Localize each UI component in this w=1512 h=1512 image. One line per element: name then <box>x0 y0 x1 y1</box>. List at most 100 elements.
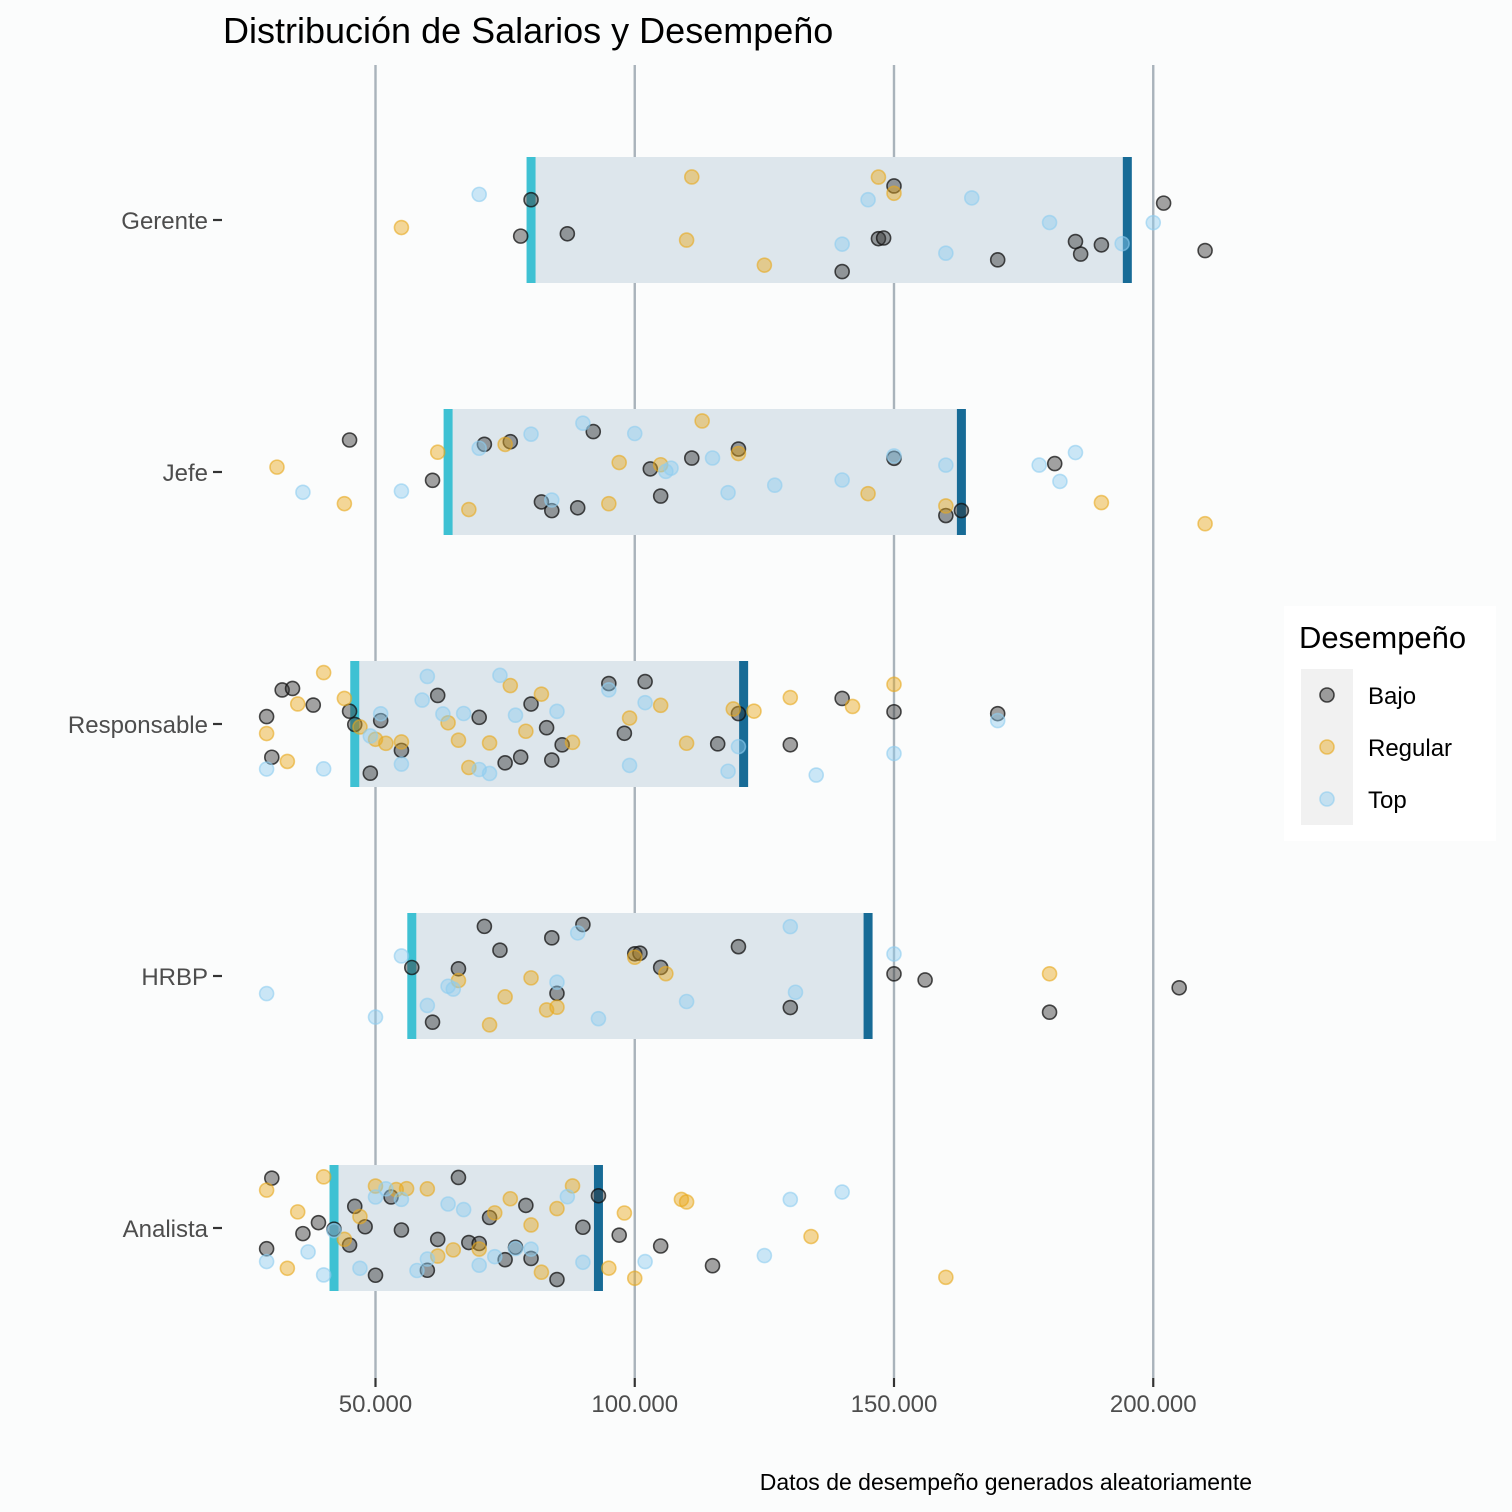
data-point-regular <box>461 501 477 518</box>
legend-key-bajo <box>1319 687 1335 703</box>
data-point-top <box>300 1244 316 1260</box>
data-point-top <box>393 948 410 964</box>
x-tick-label: 200.000 <box>1110 1391 1197 1418</box>
data-point-bajo <box>424 1014 441 1030</box>
data-point-top <box>782 1191 799 1208</box>
data-point-bajo <box>704 1257 721 1274</box>
data-point-regular <box>549 999 565 1016</box>
data-point-bajo <box>367 1267 384 1284</box>
data-point-top <box>834 472 850 488</box>
data-point-bajo <box>1072 246 1089 262</box>
data-point-bajo <box>611 1227 627 1243</box>
legend-title: Desempeño <box>1299 620 1466 655</box>
data-point-regular <box>844 698 861 715</box>
data-point-regular <box>450 732 467 748</box>
chart-caption: Datos de desempeño generados aleatoriame… <box>760 1469 1252 1495</box>
data-point-top <box>637 1253 653 1270</box>
data-point-bajo <box>497 755 513 771</box>
data-point-regular <box>486 1205 503 1221</box>
data-point-bajo <box>393 1222 410 1238</box>
data-point-bajo <box>523 191 539 208</box>
data-point-regular <box>1197 515 1213 532</box>
data-point-top <box>621 757 638 774</box>
data-point-regular <box>279 753 296 770</box>
data-point-regular <box>518 723 534 740</box>
data-point-bajo <box>616 725 633 742</box>
data-point-regular <box>315 664 332 681</box>
data-point-bajo <box>575 1219 591 1236</box>
data-point-top <box>543 492 560 508</box>
data-point-bajo <box>543 930 560 946</box>
data-point-regular <box>336 495 353 512</box>
data-point-regular <box>378 735 394 752</box>
data-point-bajo <box>886 966 902 982</box>
data-point-top <box>663 460 679 476</box>
data-point-top <box>860 191 876 208</box>
data-point-top <box>575 1254 591 1271</box>
data-point-regular <box>393 219 410 236</box>
data-point-top <box>559 1188 576 1205</box>
data-point-regular <box>258 725 275 742</box>
data-point-bajo <box>549 1271 565 1288</box>
data-point-regular <box>429 444 446 461</box>
legend-label-top: Top <box>1368 787 1407 814</box>
data-point-top <box>756 1247 773 1264</box>
data-point-top <box>455 1201 472 1218</box>
data-point-regular <box>564 734 581 751</box>
data-point-regular <box>502 1190 519 1207</box>
data-point-bajo <box>683 450 700 466</box>
salary-range-bands <box>329 157 1132 1291</box>
data-point-top <box>378 1181 394 1197</box>
x-tick-label: 50.000 <box>339 1391 412 1418</box>
data-point-top <box>704 450 721 466</box>
data-point-regular <box>533 1264 550 1280</box>
data-point-top <box>989 712 1006 729</box>
data-point-regular <box>481 735 498 751</box>
y-tick-label: Gerente <box>121 208 208 235</box>
data-point-top <box>1052 473 1068 490</box>
data-point-top <box>414 692 430 708</box>
data-point-bajo <box>917 972 933 988</box>
y-tick-label: Jefe <box>163 460 208 487</box>
data-point-top <box>393 756 410 772</box>
data-point-bajo <box>782 736 799 753</box>
data-point-bajo <box>1046 455 1063 472</box>
data-point-bajo <box>652 488 669 504</box>
data-point-bajo <box>626 945 643 962</box>
legend-label-regular: Regular <box>1368 735 1452 762</box>
data-point-bajo <box>450 960 467 977</box>
data-point-regular <box>502 677 519 694</box>
data-point-top <box>787 984 804 1001</box>
data-point-regular <box>336 690 353 707</box>
data-point-top <box>435 706 451 722</box>
data-point-top <box>549 703 565 720</box>
data-point-bajo <box>559 225 576 242</box>
y-axis: Gerente Jefe Responsable HRBP Analista <box>68 208 222 1243</box>
data-point-regular <box>683 169 700 185</box>
data-point-bajo <box>1155 195 1172 211</box>
x-axis: 50.000 100.000 150.000 200.000 <box>339 1378 1197 1418</box>
data-point-bajo <box>730 938 747 955</box>
data-point-bajo <box>1093 237 1110 253</box>
data-point-top <box>409 1262 425 1279</box>
data-points <box>258 169 1213 1288</box>
data-point-top <box>523 426 539 442</box>
data-point-regular <box>523 970 539 986</box>
range-max-marker <box>863 913 873 1039</box>
data-point-top <box>352 1260 368 1277</box>
data-point-top <box>782 918 799 935</box>
data-point-regular <box>725 701 742 717</box>
range-min-marker <box>526 157 536 283</box>
data-point-regular <box>860 485 876 502</box>
data-point-top <box>367 1189 384 1205</box>
range-min-marker <box>329 1165 339 1291</box>
data-point-regular <box>626 949 643 966</box>
chart-title: Distribución de Salarios y Desempeño <box>223 10 833 51</box>
data-point-regular <box>269 459 285 475</box>
data-point-regular <box>658 965 674 982</box>
data-point-bajo <box>543 502 560 519</box>
data-point-bajo <box>870 230 887 247</box>
data-point-bajo <box>569 499 586 516</box>
data-point-top <box>569 925 586 941</box>
data-point-bajo <box>518 1197 534 1214</box>
